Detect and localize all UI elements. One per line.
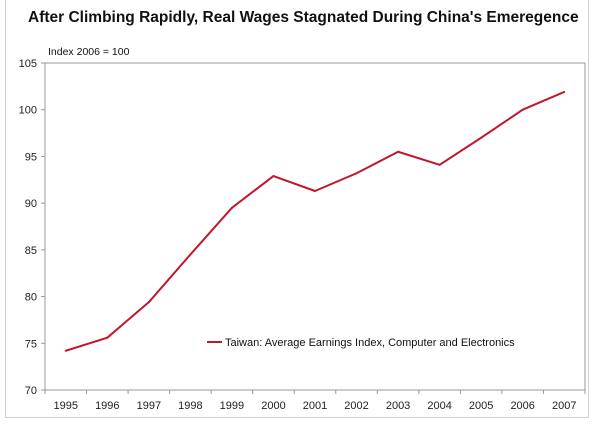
data-point-2005 bbox=[480, 136, 483, 139]
y-tick-label: 90 bbox=[25, 198, 37, 210]
y-tick-label: 100 bbox=[19, 105, 37, 117]
data-point-2006 bbox=[521, 108, 524, 111]
data-point-1997 bbox=[147, 301, 150, 304]
data-point-2001 bbox=[314, 189, 316, 192]
data-point-1995 bbox=[64, 349, 67, 352]
x-tick-label: 1999 bbox=[220, 400, 244, 412]
series-line bbox=[65, 91, 565, 352]
data-point-1999 bbox=[230, 206, 233, 209]
plot-area bbox=[44, 62, 586, 391]
chart-frame bbox=[5, 0, 589, 418]
y-tick-label: 95 bbox=[25, 151, 37, 163]
x-tick-label: 1995 bbox=[54, 400, 78, 412]
chart-title: After Climbing Rapidly, Real Wages Stagn… bbox=[28, 9, 579, 26]
x-tick-label: 2001 bbox=[303, 400, 327, 412]
data-point-2004 bbox=[438, 163, 441, 166]
y-tick-label: 75 bbox=[25, 338, 37, 350]
x-tick-label: 1997 bbox=[137, 400, 161, 412]
x-tick-label: 1996 bbox=[95, 400, 119, 412]
data-point-1996 bbox=[106, 336, 109, 339]
data-point-2003 bbox=[397, 150, 400, 153]
y-tick-label: 80 bbox=[25, 292, 37, 304]
data-point-2000 bbox=[272, 175, 275, 178]
y-tick-label: 70 bbox=[25, 385, 37, 397]
x-tick-label: 2003 bbox=[386, 400, 410, 412]
data-point-2007 bbox=[563, 90, 566, 93]
legend-label: Taiwan: Average Earnings Index, Computer… bbox=[225, 337, 515, 349]
data-point-2002 bbox=[355, 172, 358, 175]
x-tick-label: 2000 bbox=[261, 400, 285, 412]
x-tick-label: 2005 bbox=[469, 400, 493, 412]
legend: Taiwan: Average Earnings Index, Computer… bbox=[207, 337, 515, 349]
x-tick-label: 2004 bbox=[427, 400, 451, 412]
y-tick-label: 105 bbox=[19, 58, 37, 70]
x-tick-label: 2006 bbox=[510, 400, 534, 412]
x-tick-label: 2007 bbox=[552, 400, 576, 412]
x-tick-label: 2002 bbox=[344, 400, 368, 412]
chart-subtitle: Index 2006 = 100 bbox=[48, 46, 130, 58]
y-tick-label: 85 bbox=[25, 245, 37, 257]
data-point-1998 bbox=[189, 253, 192, 256]
x-tick-label: 1998 bbox=[178, 400, 202, 412]
